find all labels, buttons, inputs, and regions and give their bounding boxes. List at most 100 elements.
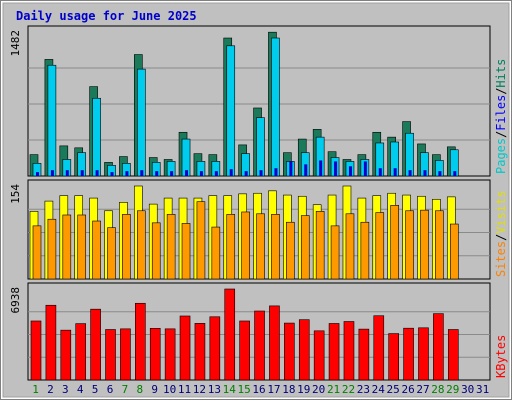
bar-pages [259, 170, 263, 176]
y-max-label: 1482 [9, 30, 22, 57]
bar-pages [289, 161, 293, 176]
bar-kbytes [75, 323, 87, 381]
bar-kbytes [388, 333, 399, 381]
bar-sites [92, 220, 101, 280]
y-max-label: 6938 [9, 287, 22, 314]
x-tick-label: 23 [357, 383, 370, 396]
bar-sites [271, 214, 280, 280]
x-tick-label: 29 [446, 383, 459, 396]
bar-kbytes [179, 315, 191, 381]
bar-sites [62, 214, 72, 280]
bar-kbytes [239, 320, 250, 381]
legend: Pages/Files/Hits [494, 59, 508, 174]
x-tick-label: 25 [387, 383, 400, 396]
legend-separator: / [494, 88, 508, 95]
legend-item: Files [494, 95, 508, 131]
bar-kbytes [90, 308, 101, 381]
bar-pages [110, 172, 114, 176]
legend-item: Hits [494, 59, 508, 88]
bar-sites [211, 226, 221, 280]
bar-sites [241, 211, 250, 280]
x-tick-label: 26 [401, 383, 414, 396]
bar-sites [196, 201, 206, 280]
bar-kbytes [224, 288, 236, 381]
bar-sites [137, 210, 146, 280]
bar-pages [408, 170, 412, 176]
legend-item: Visits [494, 190, 508, 233]
bar-files [226, 45, 236, 177]
bar-kbytes [373, 315, 385, 381]
bar-pages [438, 171, 442, 176]
bar-kbytes [433, 313, 444, 381]
bar-kbytes [403, 327, 414, 381]
x-tick-label: 11 [178, 383, 191, 396]
x-tick-label: 28 [431, 383, 444, 396]
bar-sites [122, 214, 131, 280]
bar-sites [181, 223, 191, 280]
bar-kbytes [343, 321, 355, 381]
bar-kbytes [30, 320, 42, 381]
bar-pages [125, 171, 129, 176]
x-tick-label: 19 [297, 383, 310, 396]
bar-kbytes [105, 329, 116, 381]
bar-pages [229, 169, 233, 176]
x-tick-label: 17 [267, 383, 280, 396]
bar-sites [300, 215, 310, 280]
bar-kbytes [45, 304, 57, 381]
bar-kbytes [313, 330, 325, 381]
bar-sites [360, 221, 370, 280]
bar-pages [50, 170, 54, 176]
x-tick-label: 27 [416, 383, 429, 396]
x-tick-label: 31 [476, 383, 489, 396]
bar-kbytes [60, 329, 72, 381]
panel-visits-sites: 154 Sites/Visits [9, 179, 508, 280]
bar-sites [32, 225, 42, 280]
bar-kbytes [269, 305, 280, 381]
bar-sites [420, 209, 429, 280]
bar-pages [214, 171, 218, 176]
bar-kbytes [135, 302, 146, 381]
legend-separator: / [494, 131, 508, 138]
x-tick-label: 21 [327, 383, 340, 396]
bar-sites [435, 210, 444, 280]
x-tick-label: 13 [208, 383, 221, 396]
x-tick-label: 15 [238, 383, 251, 396]
legend-item: KBytes [494, 335, 508, 378]
bar-pages [334, 161, 338, 176]
bar-sites [405, 210, 414, 280]
x-tick-label: 10 [163, 383, 176, 396]
bar-files [137, 68, 146, 177]
bar-sites [286, 221, 295, 280]
bar-files [92, 97, 101, 177]
x-tick-label: 22 [342, 383, 355, 396]
x-tick-label: 20 [312, 383, 325, 396]
x-tick-label: 4 [77, 383, 84, 396]
bar-kbytes [418, 327, 429, 381]
bar-kbytes [254, 310, 265, 381]
bar-kbytes [447, 329, 459, 381]
x-tick-label: 1 [32, 383, 39, 396]
x-tick-label: 2 [47, 383, 54, 396]
bar-sites [345, 213, 355, 280]
bar-sites [47, 218, 57, 280]
bar-kbytes [209, 316, 221, 381]
bar-files [47, 64, 57, 177]
bar-sites [330, 225, 340, 280]
bar-pages [363, 161, 367, 176]
x-tick-label: 16 [252, 383, 265, 396]
bar-pages [170, 171, 174, 176]
bar-files [271, 37, 280, 177]
legend: Sites/Visits [494, 190, 508, 277]
x-tick-label: 3 [62, 383, 69, 396]
bar-sites [375, 212, 385, 280]
bar-pages [453, 171, 457, 176]
bar-sites [77, 214, 87, 280]
y-max-label: 154 [9, 184, 22, 204]
bar-kbytes [358, 328, 370, 381]
x-tick-label: 12 [193, 383, 206, 396]
bar-pages [348, 166, 352, 176]
legend-item: Pages [494, 138, 508, 174]
x-tick-label: 8 [137, 383, 144, 396]
